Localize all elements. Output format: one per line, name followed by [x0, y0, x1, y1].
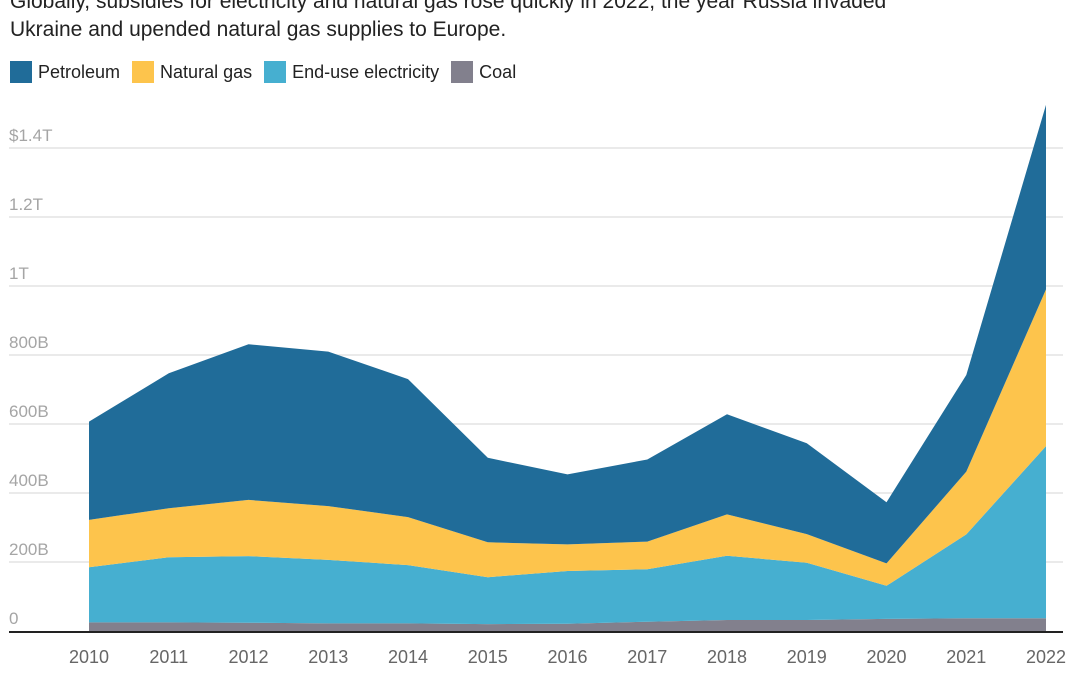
area-layers	[89, 104, 1046, 631]
x-tick-label: 2017	[627, 647, 667, 667]
legend-swatch-petroleum	[10, 61, 32, 83]
x-tick-label: 2021	[946, 647, 986, 667]
y-axis-labels: 0 200B 400B 600B 800B 1T 1.2T $1.4T	[9, 126, 52, 628]
area-natural_gas[interactable]	[89, 289, 1046, 586]
legend: Petroleum Natural gas End-use electricit…	[10, 60, 528, 84]
subtitle-line-2: Ukraine and upended natural gas supplies…	[10, 18, 507, 41]
legend-swatch-electricity	[264, 61, 287, 83]
legend-swatch-natural-gas	[132, 61, 155, 83]
x-tick-label: 2012	[228, 647, 268, 667]
x-tick-label: 2016	[547, 647, 587, 667]
y-tick-label: $1.4T	[9, 126, 52, 145]
y-tick-label: 0	[9, 609, 18, 628]
legend-swatch-coal	[451, 61, 474, 83]
x-tick-label: 2020	[866, 647, 906, 667]
subtitle-line-1: Globally, subsidies for electricity and …	[10, 0, 887, 13]
y-tick-label: 1T	[9, 264, 29, 283]
legend-label-natural-gas: Natural gas	[160, 61, 253, 82]
chart-subtitle: Globally, subsidies for electricity and …	[10, 0, 1080, 44]
y-tick-label: 200B	[9, 540, 49, 559]
legend-label-coal: Coal	[479, 61, 517, 82]
area-electricity[interactable]	[89, 446, 1046, 625]
x-tick-label: 2014	[388, 647, 428, 667]
area-petroleum[interactable]	[89, 104, 1046, 564]
x-tick-label: 2019	[787, 647, 827, 667]
x-tick-label: 2013	[308, 647, 348, 667]
x-axis-labels: 2010 2011 2012 2013 2014 2015 2016 2017 2018 2019…	[69, 647, 1066, 667]
y-tick-label: 800B	[9, 333, 49, 352]
x-tick-label: 2015	[468, 647, 508, 667]
legend-label-electricity: End-use electricity	[292, 61, 440, 82]
legend-item-natural-gas[interactable]: Natural gas	[132, 61, 252, 83]
legend-item-electricity[interactable]: End-use electricity	[264, 61, 439, 83]
legend-item-petroleum[interactable]: Petroleum	[10, 61, 120, 83]
x-tick-label: 2018	[707, 647, 747, 667]
x-tick-label: 2010	[69, 647, 109, 667]
area-coal[interactable]	[89, 618, 1046, 631]
legend-item-coal[interactable]: Coal	[451, 61, 516, 83]
legend-label-petroleum: Petroleum	[38, 61, 121, 82]
x-tick-label: 2022	[1026, 647, 1066, 667]
y-tick-label: 1.2T	[9, 195, 43, 214]
y-tick-label: 600B	[9, 402, 49, 421]
y-tick-label: 400B	[9, 471, 49, 490]
x-tick-label: 2011	[149, 647, 188, 667]
